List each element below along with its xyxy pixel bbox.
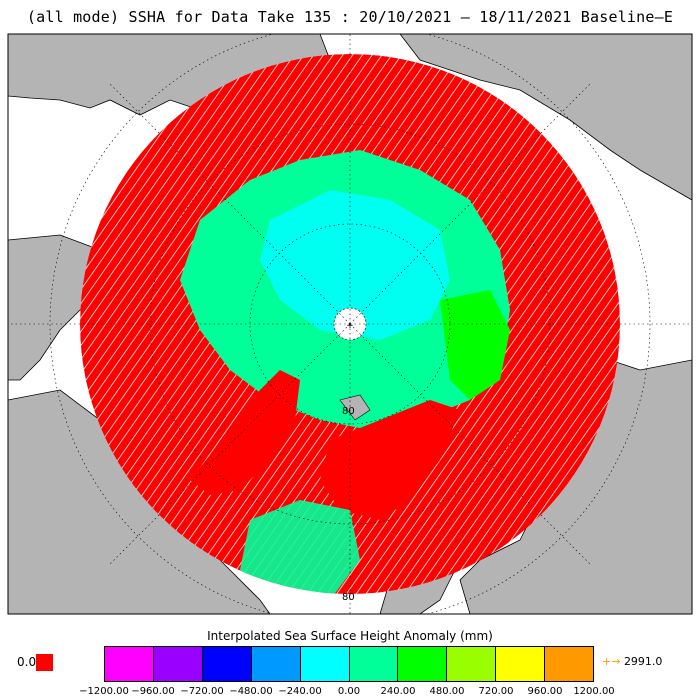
colorbar-title: Interpolated Sea Surface Height Anomaly … xyxy=(207,629,493,643)
barents-red-patch xyxy=(320,400,460,520)
cyan-core xyxy=(260,190,450,340)
svalbard-land xyxy=(339,394,371,421)
colorbar-swatch xyxy=(300,647,350,681)
colorbar-swatch xyxy=(251,647,301,681)
colorbar-swatch xyxy=(202,647,252,681)
colorbar xyxy=(104,646,594,682)
map-frame xyxy=(7,33,693,615)
colorbar-tick-label: −960.00 xyxy=(131,686,175,697)
green-rim xyxy=(440,290,510,400)
over-range-arrow: +→ xyxy=(602,655,621,668)
colorbar-swatch xyxy=(105,647,154,681)
green-atlantic-swath xyxy=(240,500,360,594)
page-title: (all mode) SSHA for Data Take 135 : 20/1… xyxy=(26,8,674,26)
colorbar-swatch xyxy=(153,647,203,681)
over-range-label: 2991.0 xyxy=(623,655,663,668)
lat-label-inner: 80 xyxy=(342,406,355,417)
colorbar-tick-label: −720.00 xyxy=(180,686,224,697)
land-russia-north xyxy=(399,34,692,201)
under-range-label: 0.0 xyxy=(17,655,37,669)
colorbar-tick-label: −480.00 xyxy=(229,686,273,697)
colorbar-tick-label: −240.00 xyxy=(278,686,322,697)
colorbar-tick-label: 240.00 xyxy=(380,686,416,697)
colorbar-tick-label: 1200.00 xyxy=(573,686,615,697)
colorbar-tick-label: −1200.00 xyxy=(79,686,129,697)
graticule xyxy=(8,34,692,614)
colorbar-tick-label: 960.00 xyxy=(527,686,563,697)
colorbar-swatch xyxy=(349,647,399,681)
colorbar-tick-label: 0.00 xyxy=(337,686,361,697)
under-range-swatch xyxy=(36,654,53,671)
lat-label-outer: 80 xyxy=(342,592,355,603)
colorbar-tick-label: 480.00 xyxy=(429,686,465,697)
colorbar-swatch xyxy=(398,647,448,681)
colorbar-tick-label: 720.00 xyxy=(478,686,514,697)
colorbar-swatch xyxy=(545,647,594,681)
pole-marker: + xyxy=(346,321,354,331)
colorbar-swatch xyxy=(447,647,497,681)
over-range-indicator: +→ 2991.0 xyxy=(602,655,662,668)
colorbar-swatch xyxy=(496,647,546,681)
